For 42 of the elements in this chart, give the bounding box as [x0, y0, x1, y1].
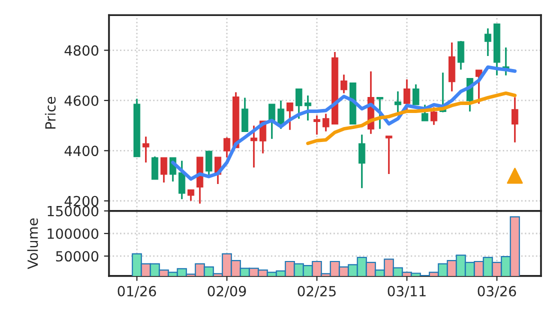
candlestick [142, 136, 150, 164]
x-tick-label: 01/26 [118, 286, 156, 298]
candlestick [151, 156, 158, 180]
candlestick [313, 114, 320, 136]
candlestick [205, 150, 212, 178]
x-tick-label: 03/11 [388, 286, 426, 298]
candlestick [457, 40, 464, 70]
y-axis-title: Volume [27, 218, 38, 270]
y-tick-label: 4600 [64, 95, 98, 106]
y-tick-label: 50000 [56, 251, 98, 262]
candlestick [340, 74, 348, 94]
line-series [306, 91, 517, 146]
y-tick-label: 4200 [64, 196, 98, 206]
y-axis-title: Price [44, 96, 56, 129]
candlestick [295, 88, 302, 120]
x-tick-label: 02/09 [208, 286, 246, 298]
y-tick-label: 100000 [48, 228, 98, 239]
candlestick [223, 136, 230, 158]
candlestick [511, 96, 518, 144]
candlestick [241, 96, 248, 132]
candlestick [250, 124, 258, 168]
candlestick [484, 28, 492, 57]
candlestick [394, 90, 402, 114]
candlestick [187, 189, 194, 202]
y-tick-label: 4800 [64, 45, 98, 56]
candlestick [358, 134, 366, 189]
candlestick [322, 112, 330, 132]
candlestick [385, 136, 392, 175]
candlestick [277, 100, 284, 130]
candlestick [286, 102, 294, 131]
candlestick [430, 106, 438, 126]
candlestick [304, 94, 312, 122]
candlestick [412, 84, 420, 106]
x-tick-label: 03/26 [478, 286, 516, 298]
x-tick-label: 02/25 [298, 286, 336, 298]
candlestick [268, 104, 276, 140]
candlestick [376, 96, 384, 130]
y-tick-label: 150000 [48, 206, 98, 216]
candlestick [475, 70, 482, 105]
candlestick [160, 157, 168, 184]
y-tick-label: 4400 [64, 146, 98, 156]
candlestick [178, 160, 186, 200]
